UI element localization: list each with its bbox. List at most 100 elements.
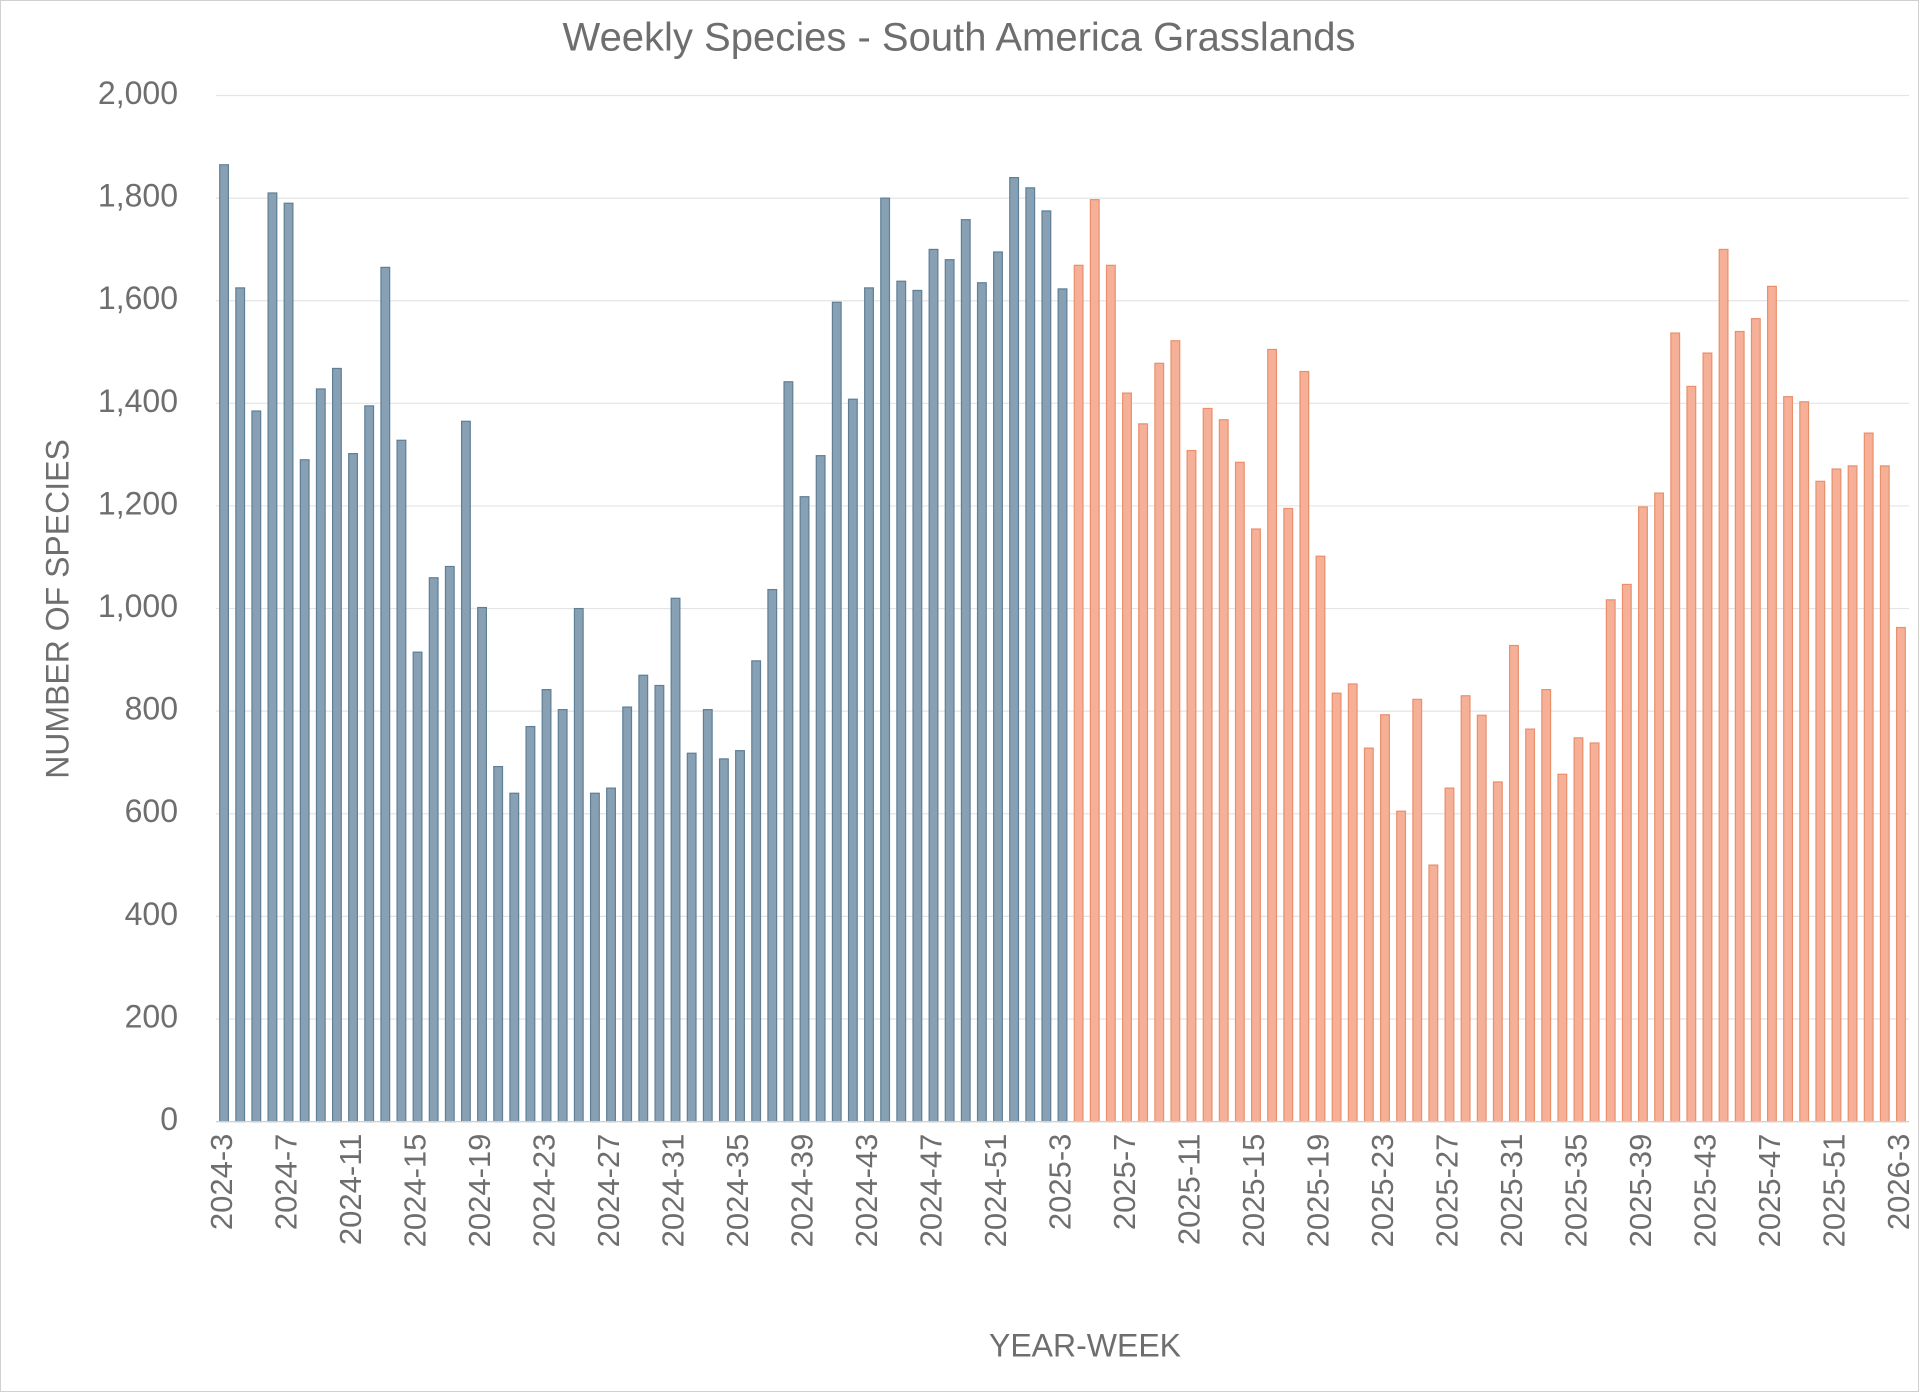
- bar: [1267, 348, 1278, 1123]
- bar: [1073, 264, 1084, 1123]
- bar: [912, 289, 923, 1123]
- bar: [751, 660, 762, 1123]
- bar: [622, 706, 633, 1123]
- x-tick-label: 2024-19: [462, 1134, 497, 1248]
- bar: [1041, 210, 1052, 1123]
- x-tick-label: 2025-47: [1752, 1134, 1787, 1248]
- bar: [1218, 419, 1229, 1123]
- bar: [831, 301, 842, 1123]
- y-tick-label: 1,600: [98, 280, 178, 316]
- y-tick-label: 1,800: [98, 178, 178, 214]
- bar: [1654, 492, 1665, 1123]
- bar: [944, 259, 955, 1123]
- bar: [1847, 465, 1858, 1123]
- bar: [541, 689, 552, 1123]
- bar: [1444, 787, 1455, 1123]
- x-tick-label: 2024-15: [398, 1134, 433, 1248]
- x-tick-label: 2025-51: [1817, 1134, 1852, 1248]
- x-tick-label: 2025-7: [1107, 1134, 1142, 1231]
- x-tick-label: 2025-43: [1688, 1134, 1723, 1248]
- x-tick-label: 2025-27: [1430, 1134, 1465, 1248]
- bar: [928, 248, 939, 1123]
- y-tick-label: 800: [125, 691, 178, 727]
- x-tick-label: 2025-23: [1365, 1134, 1400, 1248]
- bar: [1895, 626, 1906, 1123]
- bar: [1815, 480, 1826, 1123]
- bar: [1009, 176, 1020, 1123]
- bar: [493, 765, 504, 1123]
- x-tick-label: 2025-11: [1172, 1134, 1207, 1245]
- bar: [283, 202, 294, 1123]
- x-tick-label: 2025-19: [1301, 1134, 1336, 1248]
- bar: [235, 287, 246, 1123]
- bar: [444, 565, 455, 1123]
- x-tick-label: 2025-15: [1236, 1134, 1271, 1248]
- bar: [1557, 773, 1568, 1123]
- bar: [251, 410, 262, 1123]
- bar: [847, 398, 858, 1123]
- bar: [638, 674, 649, 1123]
- x-tick-label: 2024-51: [978, 1134, 1013, 1248]
- x-tick-label: 2024-35: [720, 1134, 755, 1248]
- bar: [993, 251, 1003, 1123]
- bar: [1299, 370, 1310, 1123]
- bar: [1879, 465, 1890, 1123]
- bar: [1509, 644, 1519, 1123]
- bar: [606, 787, 616, 1123]
- bar: [460, 420, 471, 1123]
- bar: [1122, 392, 1132, 1123]
- bar: [1057, 288, 1068, 1123]
- y-tick-label: 1,200: [98, 485, 178, 521]
- x-tick-label: 2024-43: [849, 1134, 884, 1248]
- y-tick-label: 0: [160, 1101, 178, 1137]
- bar: [880, 197, 891, 1123]
- y-tick-label: 400: [125, 896, 178, 932]
- y-tick-label: 600: [125, 793, 178, 829]
- bar: [1783, 396, 1794, 1123]
- bar: [670, 597, 681, 1123]
- bar: [1396, 810, 1407, 1123]
- x-tick-label: 2025-3: [1043, 1134, 1078, 1231]
- bar: [815, 455, 826, 1123]
- bar: [864, 287, 874, 1123]
- bar: [960, 219, 971, 1123]
- bar: [976, 282, 987, 1123]
- bar: [1347, 683, 1358, 1123]
- bar: [364, 405, 375, 1123]
- x-tick-label: 2024-3: [204, 1134, 239, 1231]
- bar: [509, 792, 520, 1123]
- bar: [1766, 285, 1777, 1123]
- bar: [525, 725, 536, 1123]
- bar: [557, 709, 568, 1123]
- x-tick-label: 2024-39: [785, 1134, 820, 1248]
- bar: [1186, 449, 1197, 1123]
- bar: [428, 577, 439, 1123]
- bar: [1476, 714, 1487, 1123]
- bar: [589, 792, 600, 1123]
- y-tick-label: 2,000: [98, 75, 178, 111]
- bar: [1525, 728, 1536, 1123]
- bar: [267, 192, 278, 1123]
- x-tick-label: 2026-3: [1881, 1134, 1916, 1231]
- bar: [1138, 423, 1149, 1123]
- bar: [331, 367, 342, 1123]
- bar: [718, 758, 729, 1123]
- bar: [686, 752, 697, 1123]
- bar: [783, 381, 794, 1123]
- bar: [477, 606, 487, 1123]
- bar: [1718, 248, 1729, 1123]
- bar: [380, 266, 391, 1123]
- bar: [1670, 332, 1681, 1123]
- bar: [1428, 864, 1439, 1123]
- bar: [1202, 407, 1213, 1123]
- bar: [1831, 468, 1842, 1123]
- bar: [1154, 362, 1165, 1123]
- bar: [799, 496, 810, 1123]
- bar: [396, 439, 407, 1123]
- x-tick-label: 2024-11: [333, 1134, 368, 1245]
- x-tick-label: 2024-47: [914, 1134, 949, 1248]
- bar: [654, 684, 665, 1123]
- bar: [1363, 747, 1374, 1123]
- bar: [348, 453, 359, 1123]
- bar: [573, 607, 584, 1123]
